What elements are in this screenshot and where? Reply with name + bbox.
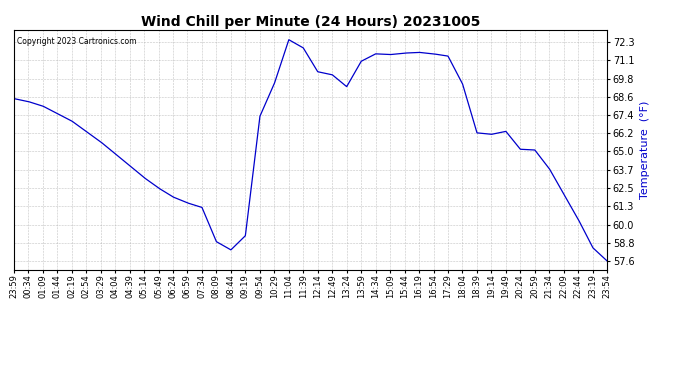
Title: Wind Chill per Minute (24 Hours) 20231005: Wind Chill per Minute (24 Hours) 2023100… (141, 15, 480, 29)
Text: Copyright 2023 Cartronics.com: Copyright 2023 Cartronics.com (17, 37, 136, 46)
Y-axis label: Temperature  (°F): Temperature (°F) (640, 101, 650, 199)
